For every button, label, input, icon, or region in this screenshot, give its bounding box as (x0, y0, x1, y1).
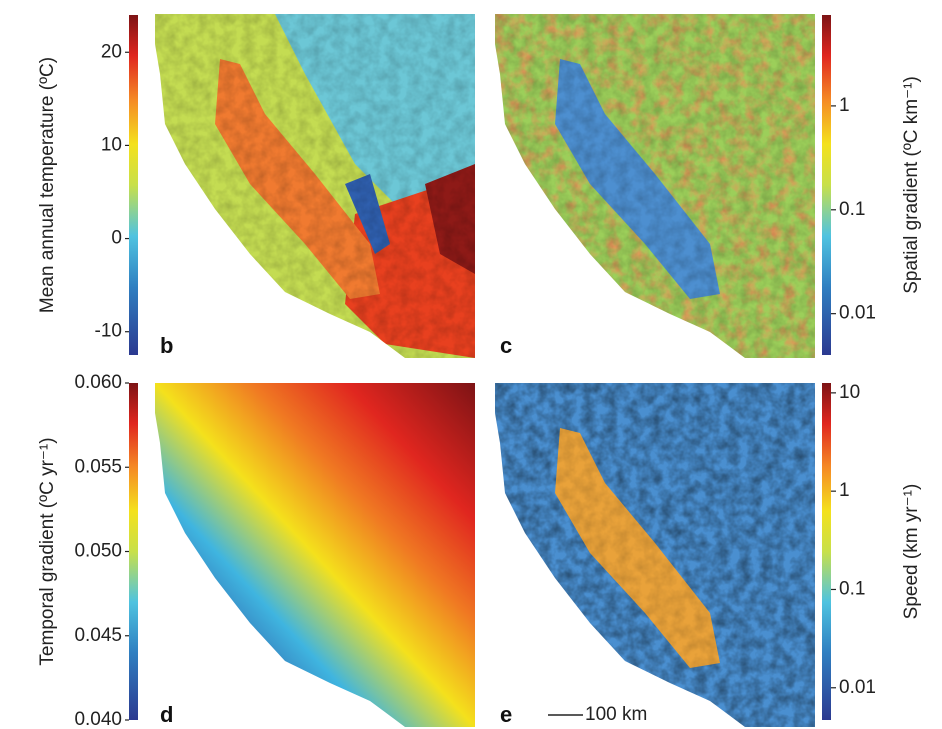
colorbar-title: Temporal gradient (ºC yr⁻¹) (37, 437, 58, 665)
panel-label: e (500, 702, 512, 727)
map-c (495, 14, 815, 358)
scale-bar-label: 100 km (585, 704, 647, 725)
tick-label: 0.040 (74, 709, 122, 729)
tick-label: 0.01 (839, 677, 876, 698)
colorbar (129, 15, 138, 355)
tick-label: 1 (839, 480, 850, 501)
colorbar-title: Speed (km yr⁻¹) (901, 484, 922, 620)
panel-label: c (500, 333, 512, 358)
colorbar-title: Mean annual temperature (ºC) (37, 57, 58, 313)
colorbar-title: Spatial gradient (ºC km⁻¹) (901, 76, 922, 294)
tick-label: 0.055 (74, 456, 122, 477)
tick-label: 10 (839, 382, 860, 403)
panel-label: d (160, 702, 173, 727)
tick-label: 0.050 (74, 541, 122, 562)
tick-label: 0.060 (74, 372, 122, 393)
figure: 100 km b 20 10 0 -10 Mean annual temperature … (0, 0, 942, 729)
panel-label: b (160, 333, 173, 358)
map-d (155, 383, 475, 727)
tick-label: 0.1 (839, 578, 865, 599)
colorbar (822, 383, 831, 720)
tick-label: 0.045 (74, 625, 122, 646)
map-b (155, 14, 475, 358)
tick-label: 20 (101, 41, 122, 62)
map-e: 100 km (495, 383, 815, 727)
colorbar (129, 383, 138, 720)
tick-label: 1 (839, 95, 850, 116)
tick-label: 0 (111, 228, 122, 249)
tick-label: 10 (101, 134, 122, 155)
tick-label: 0.01 (839, 303, 876, 324)
colorbar (822, 15, 831, 355)
tick-label: -10 (95, 321, 122, 342)
tick-label: 0.1 (839, 199, 865, 220)
